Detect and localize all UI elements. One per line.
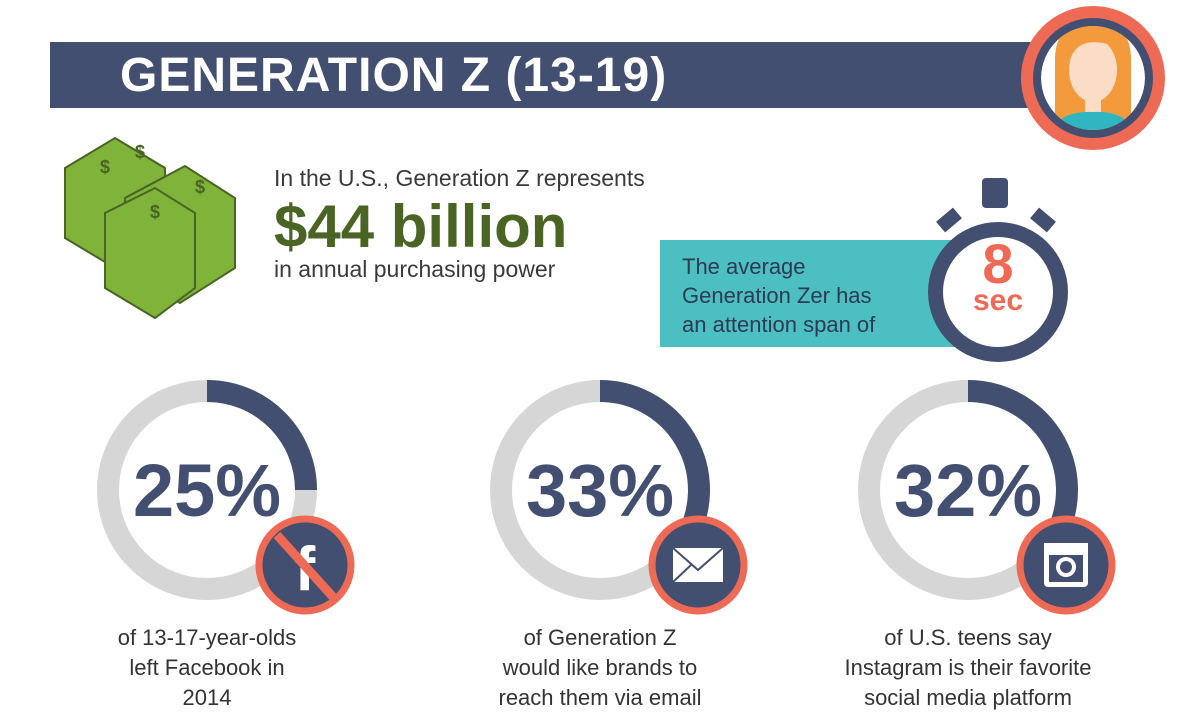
- attention-line: Generation Zer has: [682, 283, 872, 308]
- attention-value: 8: [982, 232, 1014, 295]
- svg-text:$: $: [150, 202, 160, 222]
- donut-chart: [97, 380, 317, 600]
- svg-text:$: $: [195, 177, 205, 197]
- stat-caption: of 13-17-year-olds left Facebook in 2014: [57, 623, 357, 713]
- caption-line: left Facebook in: [129, 655, 285, 680]
- donut-arc: [206, 380, 317, 491]
- money-stacks-icon: $ $ $ $: [64, 136, 236, 320]
- attention-box: [660, 240, 960, 347]
- page-title: GENERATION Z (13-19): [120, 49, 668, 102]
- attention-unit: sec: [972, 284, 1024, 317]
- purchasing-amount: $44 billion: [274, 193, 568, 260]
- purchasing-intro: In the U.S., Generation Z represents: [274, 165, 645, 191]
- caption-line: 2014: [182, 685, 232, 710]
- envelope-icon: [648, 515, 748, 615]
- donut-chart: [858, 380, 1078, 600]
- facebook-banned-icon: f: [255, 515, 355, 615]
- percent-label: 33%: [525, 449, 675, 532]
- donut-arc: [967, 380, 1078, 537]
- stopwatch-icon: [928, 178, 1068, 362]
- caption-line: social media platform: [864, 685, 1072, 710]
- caption-line: Instagram is their favorite: [844, 655, 1092, 680]
- donut-arc: [599, 380, 710, 543]
- attention-text: The average Generation Zer has an attent…: [682, 252, 875, 339]
- svg-text:$: $: [100, 157, 110, 177]
- attention-line: The average: [682, 254, 806, 279]
- donut-chart: [490, 380, 710, 600]
- purchasing-outro: in annual purchasing power: [274, 256, 556, 282]
- attention-line: an attention span of: [682, 312, 876, 337]
- percent-label: 32%: [893, 449, 1043, 532]
- svg-text:$: $: [135, 142, 145, 162]
- instagram-icon: [1016, 515, 1116, 615]
- stat-caption: of Generation Z would like brands to reach…: [450, 623, 750, 713]
- caption-line: of U.S. teens say: [884, 625, 1052, 650]
- header-bar: [50, 42, 1040, 108]
- percent-label: 25%: [132, 449, 282, 532]
- caption-line: reach them via email: [498, 685, 702, 710]
- stat-caption: of U.S. teens say Instagram is their favo…: [818, 623, 1118, 713]
- girl-avatar-icon: [1021, 6, 1165, 150]
- caption-line: of 13-17-year-olds: [117, 625, 297, 650]
- caption-line: would like brands to: [502, 655, 698, 680]
- caption-line: of Generation Z: [523, 625, 677, 650]
